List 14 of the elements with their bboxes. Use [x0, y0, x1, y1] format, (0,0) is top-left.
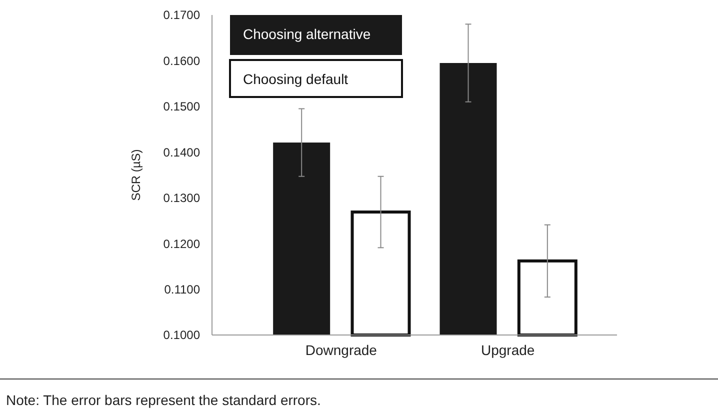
y-tick-label: 0.1200: [163, 236, 200, 251]
y-tick-label: 0.1500: [163, 100, 200, 114]
x-tick-label: Upgrade: [480, 342, 535, 358]
text: Note: The error bars represent the standard errors.: [6, 392, 321, 408]
y-tick-label: 0.1000: [163, 328, 200, 342]
y-axis-title: SCR (µS): [129, 149, 143, 201]
text: Choosing default: [243, 70, 348, 87]
y-tick-label: 0.1100: [164, 282, 200, 296]
text: Choosing alternative: [243, 26, 371, 42]
y-tick-label: 0.1700: [163, 8, 200, 22]
y-tick-label: 0.1600: [163, 54, 200, 68]
x-tick-label: Downgrade: [305, 342, 378, 358]
y-tick-label: 0.1400: [163, 145, 200, 160]
y-tick-label: 0.1300: [163, 191, 200, 206]
